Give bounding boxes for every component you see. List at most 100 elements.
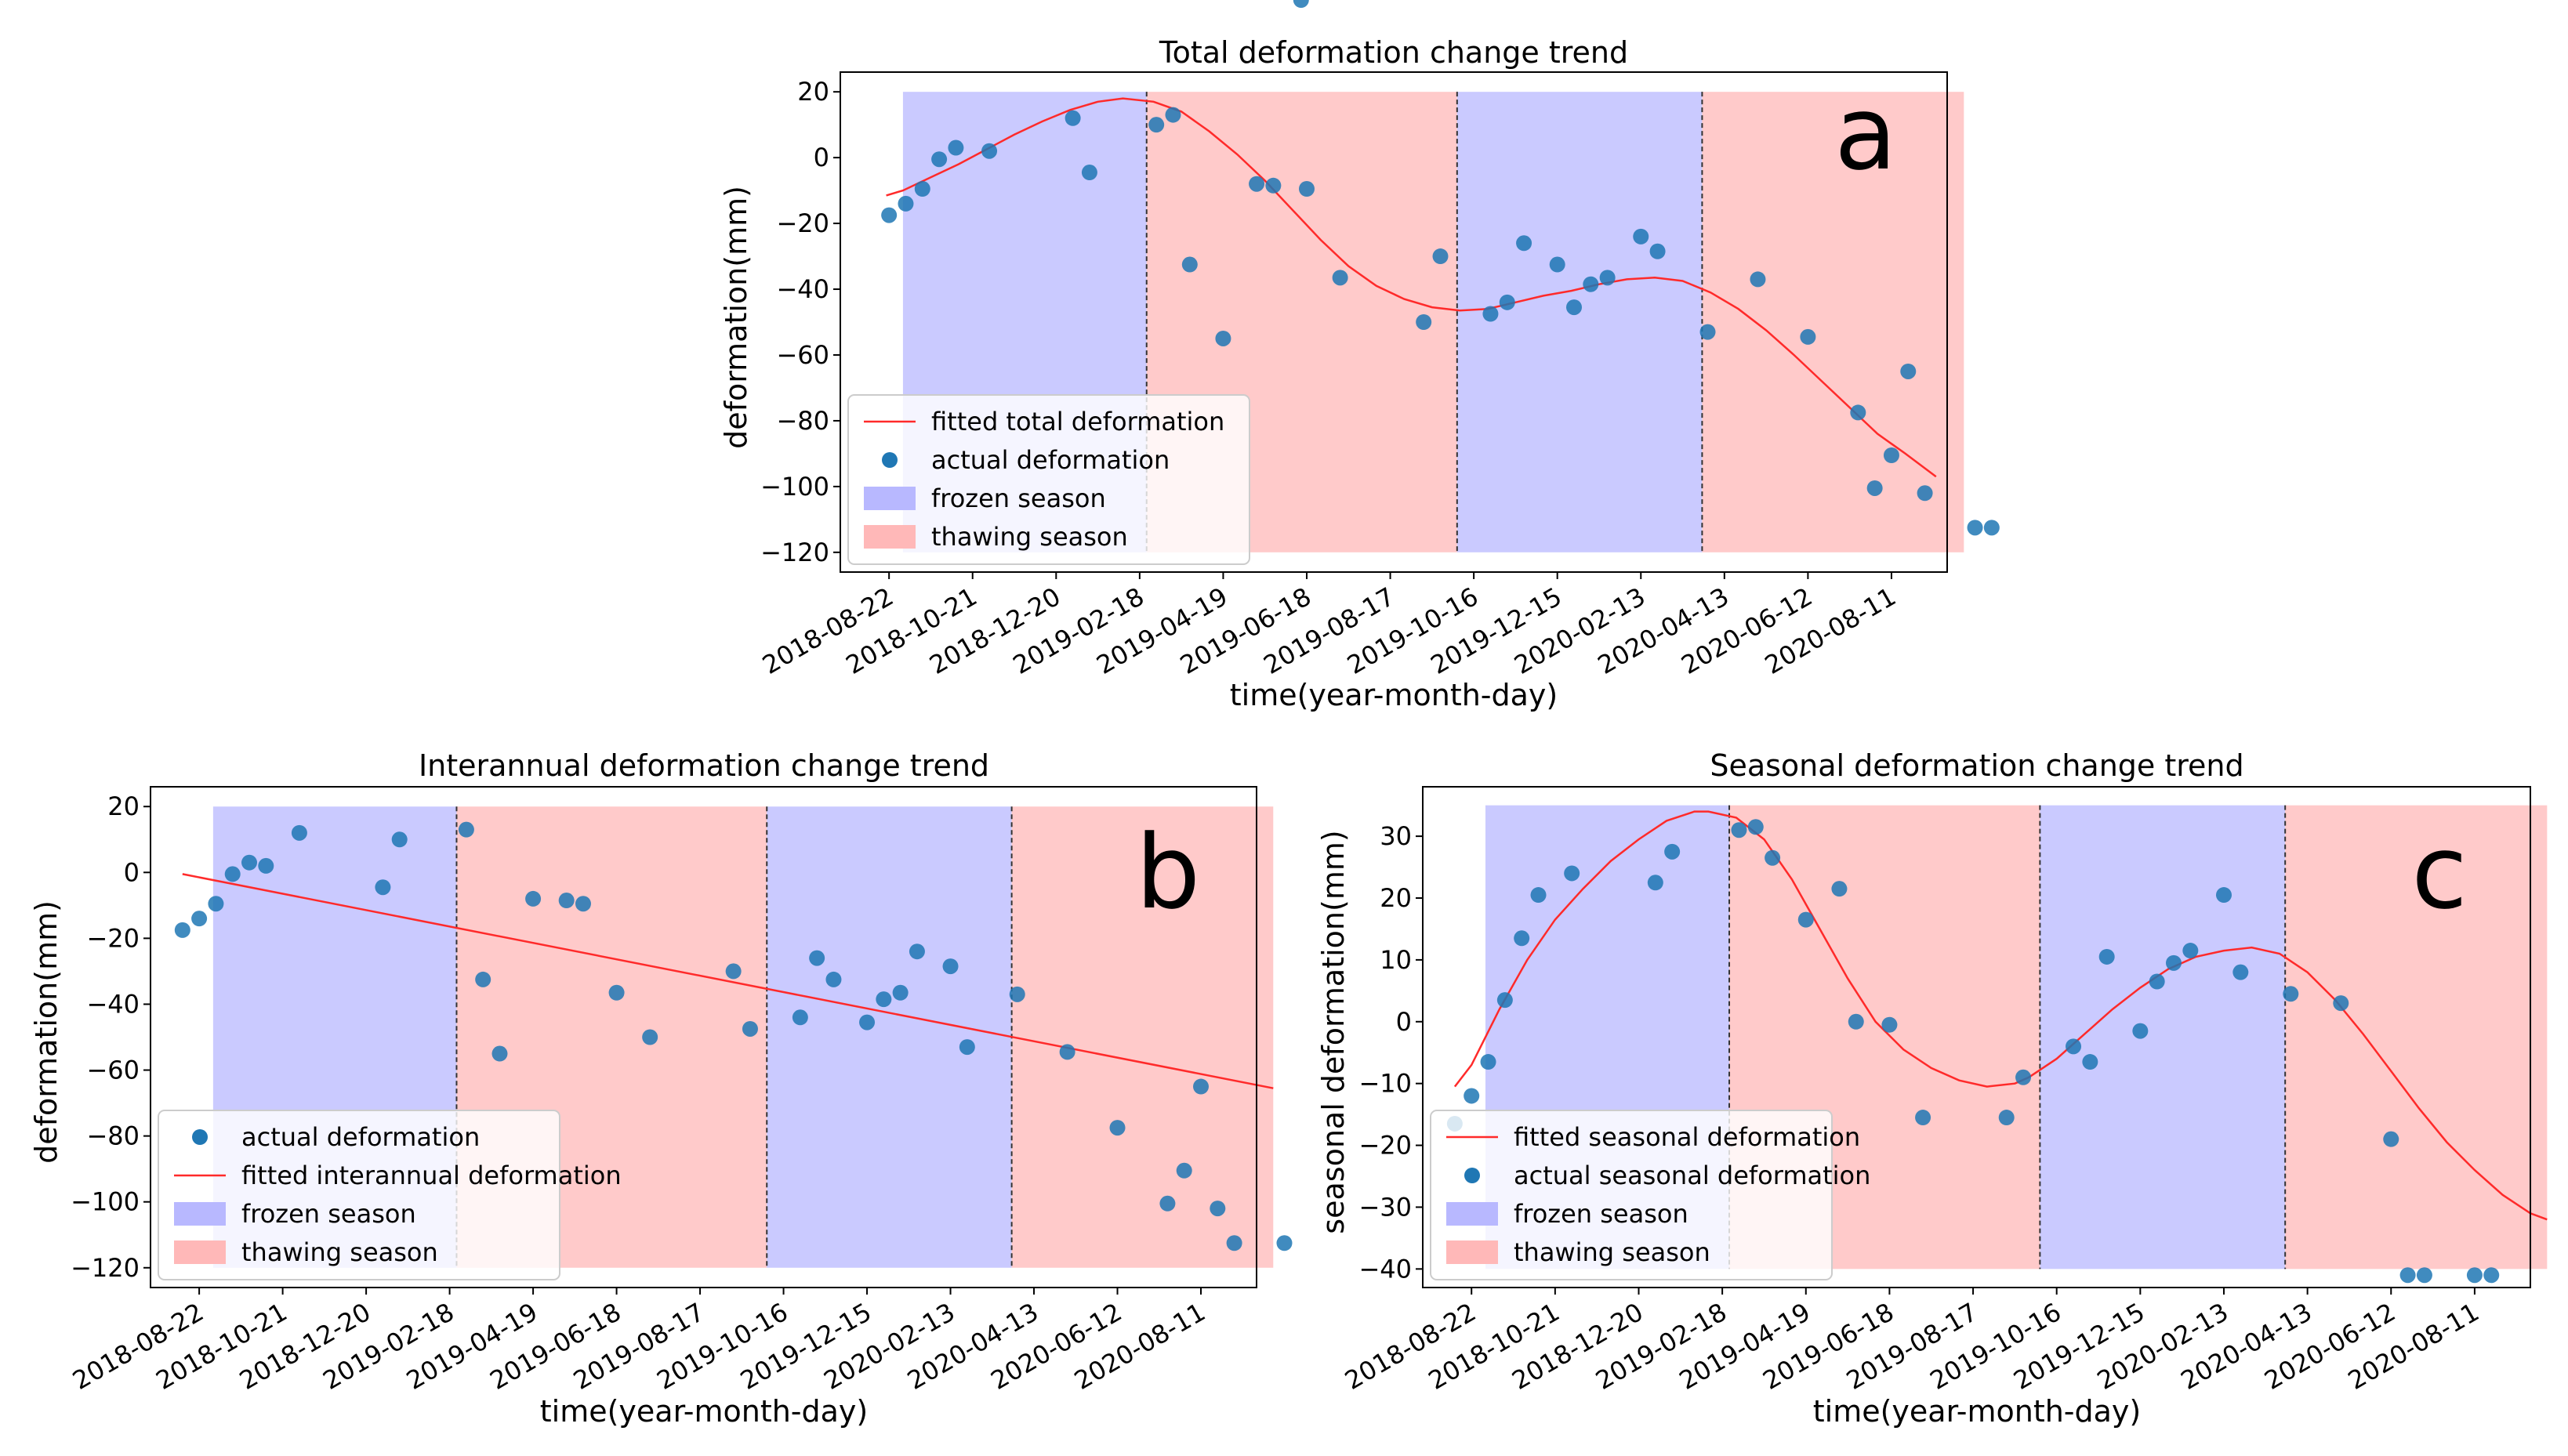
panel-a-data-point-31: [1850, 404, 1866, 421]
panel-b-ytick-label-8: −120: [71, 1253, 140, 1283]
panel-a-legend-label-4: thawing season: [931, 522, 1128, 552]
panel-a-ylabel: deformation(mm): [719, 186, 753, 449]
panel-a-legend: fitted total deformation actual deformati…: [847, 394, 1250, 565]
panel-c-fit-line: [1453, 810, 2548, 1221]
panel-c-data-point-17: [1915, 1110, 1931, 1126]
panel-b-data-point-12: [491, 1045, 508, 1062]
panel-c-data-point-7: [1564, 865, 1580, 882]
panel-b-data-point-11: [475, 971, 491, 987]
panel-b-data-point-26: [909, 944, 925, 960]
panel-b-data-point-18: [725, 963, 742, 980]
panel-c-ytick-label-8: −40: [1358, 1254, 1412, 1284]
panel-a-legend-swatch-4: [864, 525, 916, 549]
panel-b-ytick-label-6: −80: [86, 1121, 140, 1151]
panel-a-legend-swatch-2: [882, 452, 898, 468]
panel-c-ytick-label-1: 30: [1380, 821, 1412, 851]
panel-b-ytick-label-2: 0: [124, 857, 140, 887]
panel-a-data-point-7: [1065, 110, 1081, 126]
panel-c-legend-label-4: thawing season: [1514, 1237, 1710, 1267]
panel-c-legend-label-2: actual seasonal deformation: [1514, 1161, 1870, 1190]
panel-c-legend: fitted seasonal deformation actual season…: [1430, 1110, 1870, 1280]
panel-b-legend-label-1: actual deformation: [241, 1122, 480, 1152]
panel-c-data-point-31: [2383, 1131, 2399, 1147]
panel-b-ytick-label-4: −40: [86, 989, 140, 1019]
panel-a-data-point-35: [1917, 485, 1933, 502]
panel-c: Seasonal deformation change trend 30 20 10…: [1316, 748, 2548, 1429]
panel-a-ytick-label-4: −40: [776, 274, 829, 304]
panel-c-legend-label-1: fitted seasonal deformation: [1514, 1122, 1860, 1152]
panel-a-axes-frame: [840, 71, 1948, 573]
panel-a-legend-label-2: actual deformation: [931, 445, 1170, 475]
panel-c-data-point-4: [1496, 992, 1513, 1009]
panel-c-data-point-20: [2066, 1038, 2082, 1055]
panel-a-data-point-15: [1298, 181, 1315, 197]
panel-a-season-band-4-thawing: [1702, 92, 1964, 552]
panel-a-data-point-10: [1165, 107, 1181, 123]
panel-b-ytick-label-3: −20: [86, 923, 140, 953]
panel-b-ylabel: deformation(mm): [29, 900, 63, 1164]
panel-c-data-point-29: [2283, 986, 2299, 1002]
panel-b-legend: actual deformation fitted interannual def…: [158, 1110, 622, 1280]
panel-c-data-point-8: [1647, 875, 1663, 891]
panel-c-data-point-2: [1464, 1088, 1480, 1104]
panel-a-data-point-2: [898, 195, 914, 212]
panel-b-data-point-15: [575, 896, 591, 912]
panel-a-data-point-23: [1566, 299, 1583, 316]
panel-a-ytick-label-1: 20: [797, 77, 829, 107]
panel-a-data-point-19: [1482, 306, 1499, 322]
panel-b-data-point-10: [458, 821, 474, 838]
panel-c-data-point-18: [1998, 1110, 2015, 1126]
panel-a-ytick-label-8: −120: [760, 538, 829, 567]
panel-a-data-point-9: [1148, 117, 1165, 133]
panel-a-letter: a: [1834, 74, 1897, 193]
panel-c-ytick-label-6: −20: [1358, 1131, 1412, 1161]
panel-c-ytick-label-4: 0: [1396, 1007, 1412, 1037]
panel-a-data-point-14: [1265, 177, 1282, 194]
panel-c-ylabel: seasonal deformation(mm): [1316, 830, 1351, 1233]
panel-b-plot: 200−20−40−60−80−100−1202018-08-222018-10…: [67, 0, 1309, 1396]
panel-b-data-point-4: [224, 866, 241, 882]
panel-b-season-band-4-thawing: [1011, 806, 1274, 1268]
panel-a-data-point-37: [1983, 520, 2000, 536]
panel-c-data-point-28: [2232, 964, 2249, 980]
panel-b-data-point-25: [892, 984, 909, 1001]
panel-c-data-point-22: [2098, 948, 2115, 965]
panel-b-data-point-13: [525, 890, 542, 907]
panel-a-season-band-3-frozen: [1456, 92, 1703, 552]
panel-b-data-point-22: [825, 971, 842, 987]
panel-a-data-point-34: [1900, 363, 1917, 379]
panel-b-data-point-16: [608, 984, 625, 1001]
panel-b-data-point-33: [1176, 1162, 1192, 1179]
panel-c-data-point-25: [2165, 954, 2182, 971]
panel-b-data-point-38: [1293, 0, 1309, 8]
panel-b-data-point-14: [558, 893, 575, 909]
panel-b-data-point-37: [1276, 1235, 1293, 1251]
panel-c-data-point-21: [2082, 1054, 2098, 1070]
panel-b-ytick-label-1: 20: [107, 791, 140, 821]
panel-c-data-point-6: [1530, 887, 1547, 904]
panel-c-xlabel: time(year-month-day): [1813, 1394, 2142, 1429]
panel-b-data-point-8: [375, 879, 391, 896]
panel-c-plot: 3020100−10−20−30−402018-08-222018-10-212…: [1340, 786, 2548, 1396]
panel-a-data-point-32: [1866, 480, 1883, 496]
panel-a-data-point-6: [981, 143, 998, 159]
panel-a-legend-swatch-3: [864, 487, 916, 510]
panel-a-data-point-24: [1583, 276, 1599, 292]
panel-b-legend-label-3: frozen season: [241, 1199, 416, 1229]
panel-a-data-point-4: [931, 151, 948, 168]
panel-b-data-point-30: [1059, 1044, 1075, 1060]
panel-a-data-point-20: [1499, 294, 1515, 310]
panel-c-data-point-15: [1848, 1013, 1864, 1030]
panel-b-data-point-3: [208, 896, 224, 912]
panel-c-legend-box: [1430, 1110, 1833, 1280]
panel-b-ytick-label-7: −100: [71, 1187, 140, 1217]
panel-a-xlabel: time(year-month-day): [1230, 678, 1558, 712]
panel-b-data-point-29: [1009, 986, 1025, 1002]
panel-a-data-point-21: [1516, 235, 1532, 252]
panel-c-data-point-27: [2215, 887, 2232, 904]
panel-a-ytick-label-7: −100: [760, 472, 829, 502]
panel-b-data-point-31: [1109, 1120, 1126, 1136]
panel-c-axes-frame: [1422, 786, 2531, 1288]
panel-c-season-band-3-frozen: [2040, 805, 2286, 1269]
panel-a-fit-line: [886, 97, 1937, 478]
